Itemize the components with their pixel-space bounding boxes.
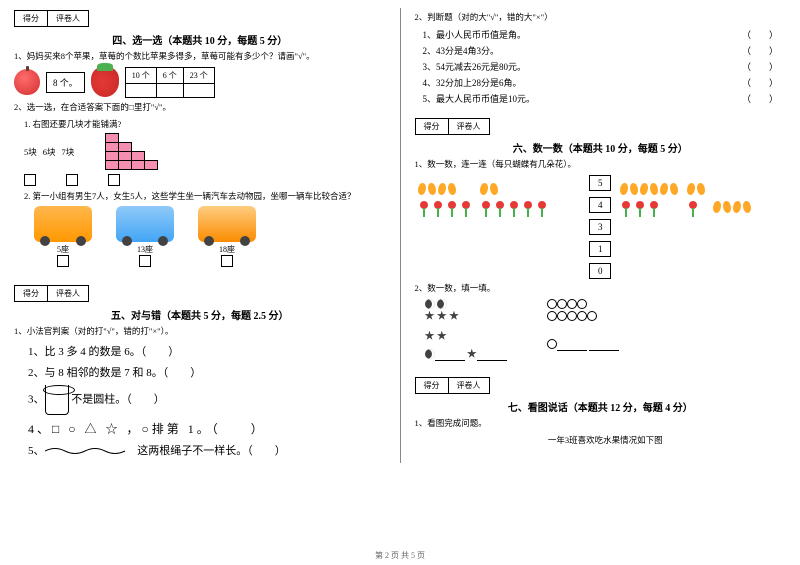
q4-1: 1、妈妈买来8个苹果，草莓的个数比苹果多得多，草莓可能有多少个？请画"√"。 [14, 51, 386, 63]
section6-title: 六、数一数（本题共 10 分，每题 5 分） [415, 140, 787, 155]
car1-check[interactable] [57, 255, 69, 267]
tf5: 5、 这两根绳子不一样长。（ ） [28, 442, 386, 458]
page-footer: 第 2 页 共 5 页 [0, 550, 800, 561]
tf1: 1、比 3 多 4 的数是 6。（ ） [28, 343, 386, 359]
car-13seat-icon [116, 206, 174, 242]
col-divider [400, 8, 401, 463]
car-5seat-icon [34, 206, 92, 242]
right-cluster [617, 175, 786, 221]
apple-count: 8 个。 [46, 72, 85, 93]
opt-10: 10 个 [125, 67, 156, 83]
tf4: 4、□ ○ △ ☆ ，○排第 1。（ ） [28, 420, 386, 437]
opt-blank[interactable] [125, 83, 156, 97]
q6-2: 2、数一数，填一填。 [415, 283, 787, 295]
section5-title: 五、对与错（本题共 5 分，每题 2.5 分） [14, 307, 386, 322]
score-box7: 得分 评卷人 [415, 377, 490, 394]
q4-2-2: 2. 第一小组有男生7人，女生5人，这些学生坐一辆汽车去动物园，坐哪一辆车比较合… [24, 190, 386, 202]
section7-title: 七、看图说话（本题共 12 分，每题 4 分） [415, 399, 787, 414]
cup-icon [45, 385, 69, 415]
tf2: 2、与 8 相邻的数是 7 和 8。（ ） [28, 364, 386, 380]
score-box6: 得分 评卷人 [415, 118, 490, 135]
q4-2: 2、选一选，在合适答案下面的□里打"√"。 [14, 102, 386, 114]
car-18seat-icon [198, 206, 256, 242]
moon-sun-group [425, 299, 507, 361]
section4-title: 四、选一选（本题共 10 分，每题 5 分） [14, 32, 386, 47]
opt-6: 6 个 [156, 67, 183, 83]
fill1[interactable] [435, 360, 465, 361]
j3: 3、54元减去26元是80元。（ ） [423, 60, 779, 73]
grader-label: 评卷人 [48, 11, 88, 26]
num4: 4 [589, 197, 611, 213]
opt-23: 23 个 [183, 67, 214, 83]
wave-icon [45, 446, 135, 456]
sub1-text: 1. 右图还要几块才能铺满? [24, 119, 121, 129]
strawberry-icon [91, 67, 119, 97]
num-col: 5 4 3 1 0 [589, 175, 611, 279]
num1: 1 [589, 241, 611, 257]
apple-icon [14, 69, 40, 95]
left-column: 得分 评卷人 四、选一选（本题共 10 分，每题 5 分） 1、妈妈买来8个苹果… [14, 8, 386, 463]
car2-check[interactable] [139, 255, 151, 267]
fill4[interactable] [589, 350, 619, 351]
j5: 5、最大人民币币值是10元。（ ） [423, 92, 779, 105]
check6[interactable] [66, 174, 78, 186]
j4: 4、32分加上28分是6角。（ ） [423, 76, 779, 89]
right-column: 2、判断题（对的大"√"，错的大"×"） 1、最小人民币币值是角。（ ） 2、4… [415, 8, 787, 463]
block7: 7块 [62, 146, 75, 158]
score-box: 得分 评卷人 [14, 10, 89, 27]
apple-sm-icon [547, 299, 557, 309]
num0: 0 [589, 263, 611, 279]
j2: 2、43分是4角3分。（ ） [423, 44, 779, 57]
block6: 6块 [43, 146, 56, 158]
fruit-row: 8 个。 10 个6 个23 个 [14, 67, 386, 98]
moon-icon [425, 299, 435, 309]
j1: 1、最小人民币币值是角。（ ） [423, 28, 779, 41]
num5: 5 [589, 175, 611, 191]
score-box5: 得分 评卷人 [14, 285, 89, 302]
q7-sub: 一年3班喜欢吃水果情况如下图 [425, 434, 787, 446]
sun-icon [425, 311, 435, 321]
check5[interactable] [24, 174, 36, 186]
q7-1: 1、看图完成问题。 [415, 418, 787, 430]
tf3: 3、 不是圆柱。（ ） [28, 385, 386, 415]
apple-group [547, 299, 619, 361]
q5-1: 1、小法官判案（对的打"√"，错的打"×"）。 [14, 326, 386, 338]
q4-2-1: 1. 右图还要几块才能铺满? 5块 6块 7块 [24, 118, 386, 186]
fill2[interactable] [477, 360, 507, 361]
block5: 5块 [24, 146, 37, 158]
score-label: 得分 [15, 11, 48, 26]
option-table: 10 个6 个23 个 [125, 67, 215, 98]
q6-1: 1、数一数，连一连（每只蝴蝶有几朵花）。 [415, 159, 787, 171]
num3: 3 [589, 219, 611, 235]
stairs-icon [106, 134, 158, 170]
judge-title: 2、判断题（对的大"√"，错的大"×"） [415, 12, 787, 24]
butterfly-icon [417, 183, 437, 199]
car3-check[interactable] [221, 255, 233, 267]
left-cluster [415, 175, 584, 221]
fill3[interactable] [557, 350, 587, 351]
check7[interactable] [108, 174, 120, 186]
flower-icon [417, 201, 431, 217]
